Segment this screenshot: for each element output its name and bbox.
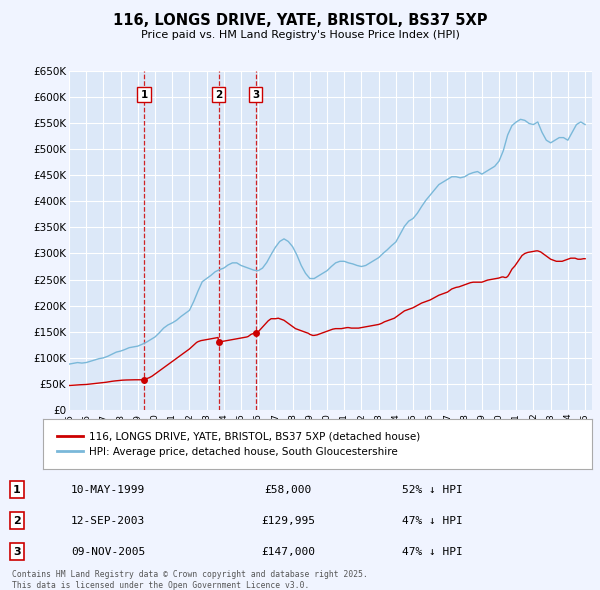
Text: 09-NOV-2005: 09-NOV-2005 [71, 547, 145, 557]
Text: 116, LONGS DRIVE, YATE, BRISTOL, BS37 5XP: 116, LONGS DRIVE, YATE, BRISTOL, BS37 5X… [113, 13, 487, 28]
Text: 12-SEP-2003: 12-SEP-2003 [71, 516, 145, 526]
Text: 47% ↓ HPI: 47% ↓ HPI [401, 516, 463, 526]
Text: 2: 2 [13, 516, 20, 526]
Text: 52% ↓ HPI: 52% ↓ HPI [401, 484, 463, 494]
Legend: 116, LONGS DRIVE, YATE, BRISTOL, BS37 5XP (detached house), HPI: Average price, : 116, LONGS DRIVE, YATE, BRISTOL, BS37 5X… [54, 428, 424, 460]
Text: £147,000: £147,000 [261, 547, 315, 557]
Text: 10-MAY-1999: 10-MAY-1999 [71, 484, 145, 494]
Text: 3: 3 [13, 547, 20, 557]
Text: 2: 2 [215, 90, 222, 100]
Text: Contains HM Land Registry data © Crown copyright and database right 2025.
This d: Contains HM Land Registry data © Crown c… [12, 571, 368, 590]
Text: 47% ↓ HPI: 47% ↓ HPI [401, 547, 463, 557]
Text: Price paid vs. HM Land Registry's House Price Index (HPI): Price paid vs. HM Land Registry's House … [140, 31, 460, 40]
Text: 1: 1 [140, 90, 148, 100]
Text: £129,995: £129,995 [261, 516, 315, 526]
Text: 3: 3 [252, 90, 259, 100]
Text: 1: 1 [13, 484, 20, 494]
Text: £58,000: £58,000 [265, 484, 311, 494]
